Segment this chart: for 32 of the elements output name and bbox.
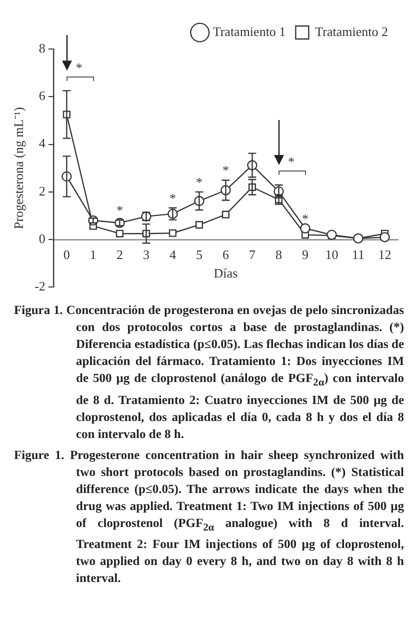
y-tick-label: 6 xyxy=(38,88,46,104)
annotation: * xyxy=(222,162,229,178)
legend-label: Tratamiento 1 xyxy=(212,24,286,39)
x-tick-label: 9 xyxy=(302,246,308,262)
annotation: * xyxy=(302,210,308,226)
annotation: * xyxy=(288,154,294,169)
x-tick-label: 6 xyxy=(222,246,230,262)
x-tick-label: 0 xyxy=(63,246,70,262)
y-axis-title: Progesterona (ng mL⁻¹) xyxy=(11,107,26,230)
x-tick-label: 7 xyxy=(248,246,256,262)
annotation: * xyxy=(169,190,176,206)
x-tick-label: 8 xyxy=(275,246,282,262)
x-tick-label: 4 xyxy=(169,246,176,262)
y-tick-label: 4 xyxy=(38,136,46,151)
x-tick-label: 11 xyxy=(352,246,365,262)
y-tick-label: 0 xyxy=(38,230,46,246)
x-tick-label: 10 xyxy=(325,246,338,262)
y-tick-label: -2 xyxy=(34,278,46,294)
annotation: * xyxy=(76,60,82,75)
text: Figura 1. Concentración de progesterona en ovejas de pelo sincronizadas con dos protocolos cortos a base de prostaglandinas. (*) Diferencia estadística (p≤0.05). Las flechas indican los días de aplicación del fármaco. Tratamiento 1: Dos inyecciones IM de 500 μg de cloprostenol (análogo de PGF$_{2α}$) con intervalo de 8 d. Tratamiento 2: Cuatro inyecciones IM de 500 μg de cloprostenol, dos aplicadas el día 0, cada 8 h y dos el día 8 con intervalo de 8 h. xyxy=(14,303,404,440)
legend-label: Tratamiento 2 xyxy=(315,24,388,39)
x-tick-label: 12 xyxy=(378,246,392,262)
annotation: * xyxy=(196,174,202,190)
annotation: * xyxy=(116,202,123,218)
x-tick-label: 1 xyxy=(90,246,96,262)
x-tick-label: 2 xyxy=(116,246,123,262)
x-tick-label: 3 xyxy=(142,246,150,262)
x-tick-label: 5 xyxy=(196,246,202,262)
y-tick-label: 2 xyxy=(38,183,46,198)
x-axis-title: Días xyxy=(214,265,238,280)
y-tick-label: 8 xyxy=(38,40,46,56)
text: Figure 1. Progesterone concentration in hair sheep synchronized with two short protocols based on prostaglandins. (*) Statistical difference (p≤0.05). The arrows indicate the days when the drug was applied. Treatment 1: Two IM injections of 500 μg of cloprostenol (PGF$_{2α}$ analogue) with 8 d interval. Treatment 2: Four IM injections of 500 μg of cloprostenol, two applied on day 0 every 8 h, and two on day 8 with 8 h interval. xyxy=(14,448,404,585)
